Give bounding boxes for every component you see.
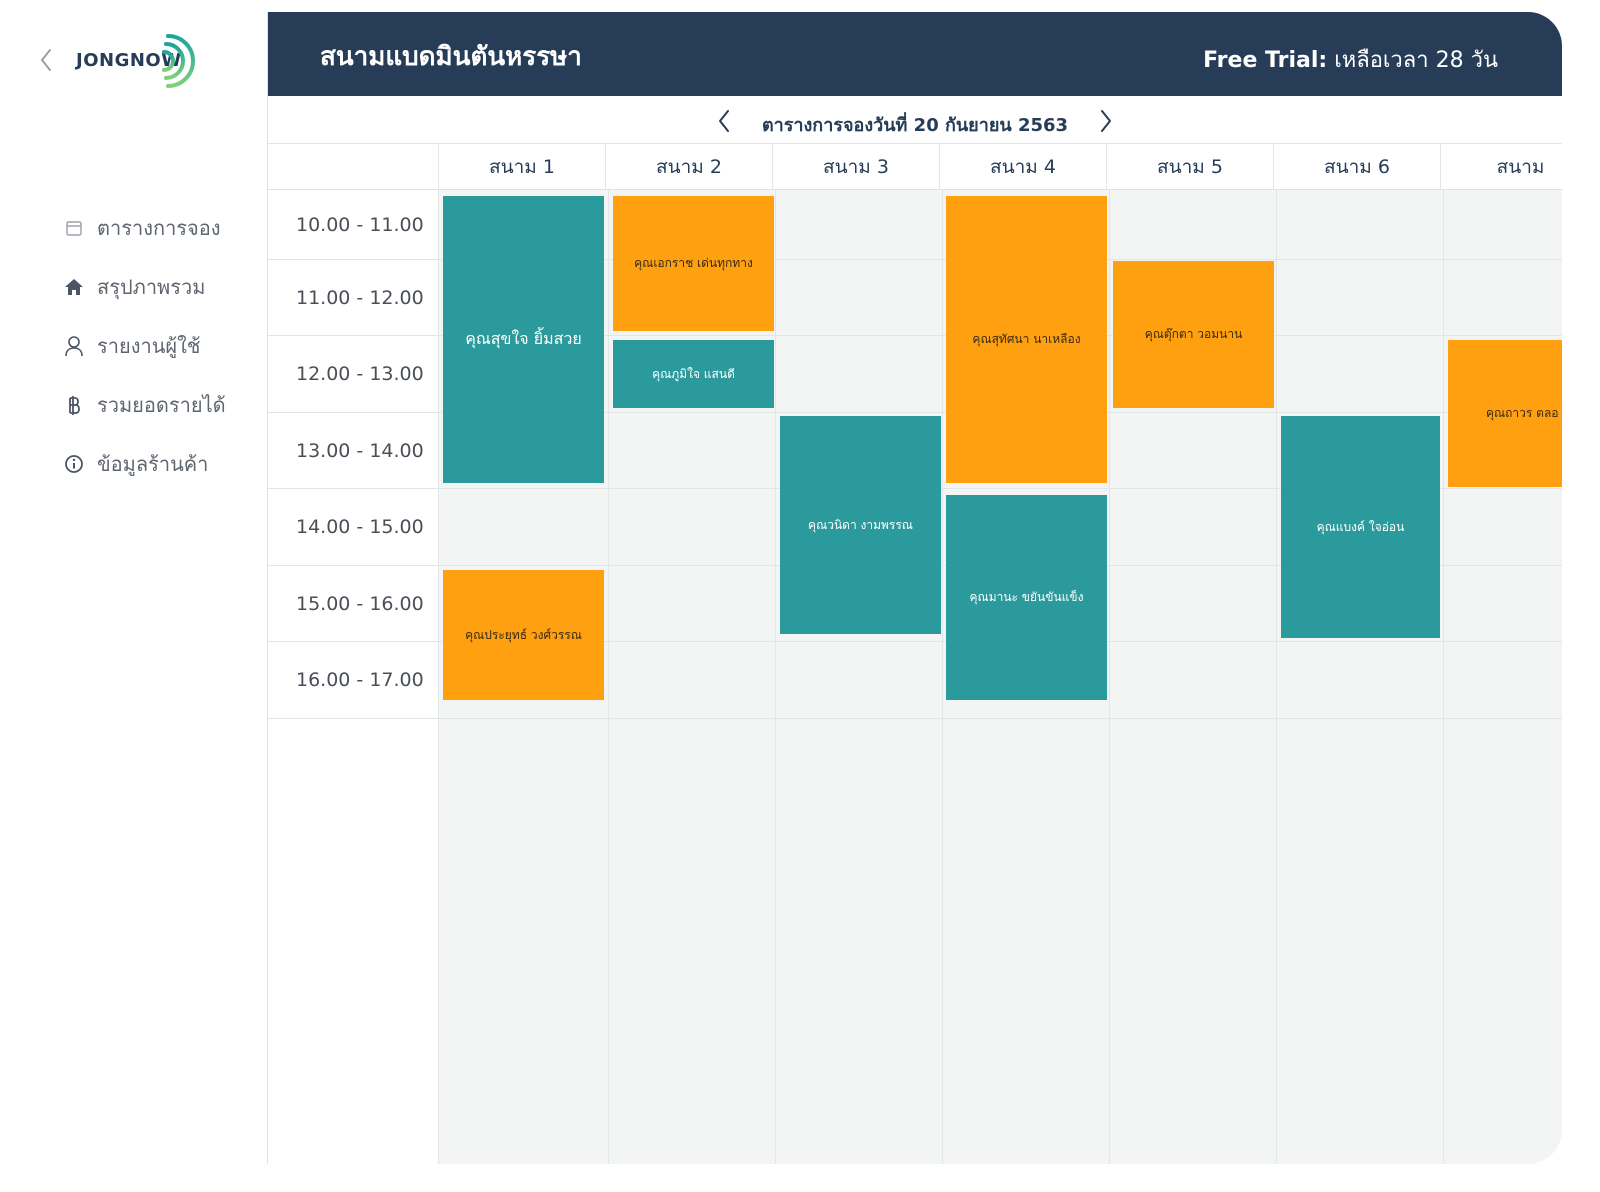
booking-block[interactable]: คุณวนิดา งามพรรณ [780, 416, 941, 634]
sidebar-item-shop-info[interactable]: ข้อมูลร้านค้า [62, 444, 262, 484]
time-slot-label: 12.00 - 13.00 [268, 336, 438, 413]
sidebar-item-label: สรุปภาพรวม [97, 275, 206, 299]
booking-block[interactable]: คุณสุทัศนา นาเหลือง [946, 196, 1107, 483]
row-divider [438, 718, 1562, 719]
column-divider [438, 190, 439, 1164]
sidebar-item-revenue[interactable]: รวมยอดรายได้ [62, 385, 262, 425]
date-navigator: ตารางการจองวันที่ 20 กันยายน 2563 [268, 96, 1562, 144]
court-header: สนาม 5 [1106, 144, 1273, 190]
sidebar-item-label: รายงานผู้ใช้ [97, 334, 201, 358]
court-header: สนาม 4 [939, 144, 1106, 190]
calendar-icon [62, 216, 86, 240]
sidebar-item-label: ข้อมูลร้านค้า [97, 452, 209, 476]
booking-block[interactable]: คุณภูมิใจ แสนดี [613, 340, 774, 408]
booking-grid: 10.00 - 11.00 11.00 - 12.00 12.00 - 13.0… [268, 190, 1562, 1164]
main-panel: สนามแบดมินตันหรรษา Free Trial: เหลือเวลา… [268, 12, 1562, 1164]
collapse-sidebar-chevron-left-icon[interactable] [36, 46, 58, 74]
sidebar-item-booking-schedule[interactable]: ตารางการจอง [62, 208, 262, 248]
previous-day-chevron-left-icon[interactable] [714, 108, 736, 134]
time-slot-label: 10.00 - 11.00 [268, 190, 438, 260]
court-header: สนาม 1 [438, 144, 605, 190]
column-divider [775, 190, 776, 1164]
column-divider [608, 190, 609, 1164]
schedule-date-title: ตารางการจองวันที่ 20 กันยายน 2563 [761, 115, 1069, 136]
sidebar: JONGNOW ตารางการจอง สรุปภาพรวม [0, 0, 268, 1192]
free-trial-remaining: เหลือเวลา 28 วัน [1327, 48, 1498, 73]
time-slot-label: 13.00 - 14.00 [268, 413, 438, 489]
logo-text: JONGNOW [76, 50, 182, 71]
time-column: 10.00 - 11.00 11.00 - 12.00 12.00 - 13.0… [268, 190, 438, 1164]
jongnow-logo[interactable]: JONGNOW [76, 30, 216, 92]
time-slot-label: 16.00 - 17.00 [268, 642, 438, 719]
court-header: สนาม 2 [605, 144, 772, 190]
time-slot-label: 11.00 - 12.00 [268, 260, 438, 336]
sidebar-item-overview[interactable]: สรุปภาพรวม [62, 267, 262, 307]
column-divider [942, 190, 943, 1164]
home-icon [62, 275, 86, 299]
court-header-row: สนาม 1 สนาม 2 สนาม 3 สนาม 4 สนาม 5 สนาม … [268, 144, 1562, 190]
booking-block[interactable]: คุณมานะ ขยันขันแข็ง [946, 495, 1107, 700]
court-header: สนาม [1440, 144, 1562, 190]
next-day-chevron-right-icon[interactable] [1094, 108, 1116, 134]
time-slot-label: 14.00 - 15.00 [268, 489, 438, 566]
column-divider [1109, 190, 1110, 1164]
sidebar-item-user-report[interactable]: รายงานผู้ใช้ [62, 326, 262, 366]
booking-block[interactable]: คุณประยุทธ์ วงศ์วรรณ [443, 570, 604, 700]
logo-arcs-icon [162, 34, 195, 88]
sidebar-nav: ตารางการจอง สรุปภาพรวม รายงานผู้ใช้ รวมย… [62, 208, 262, 503]
booking-block[interactable]: คุณแบงค์ ใจอ่อน [1281, 416, 1440, 638]
column-divider [1443, 190, 1444, 1164]
court-header: สนาม 6 [1273, 144, 1440, 190]
booking-block[interactable]: คุณถาวร ตลอ [1448, 340, 1562, 487]
sidebar-item-label: ตารางการจอง [97, 216, 221, 240]
booking-block[interactable]: คุณสุขใจ ยิ้มสวย [443, 196, 604, 483]
court-header: สนาม 3 [772, 144, 939, 190]
header: สนามแบดมินตันหรรษา Free Trial: เหลือเวลา… [268, 12, 1562, 96]
info-icon [62, 452, 86, 476]
booking-block[interactable]: คุณเอกราช เด่นทุกทาง [613, 196, 774, 331]
column-divider [1276, 190, 1277, 1164]
user-icon [62, 334, 86, 358]
page-title: สนามแบดมินตันหรรษา [320, 42, 582, 72]
booking-block[interactable]: คุณตุ๊กตา วอมนาน [1113, 261, 1274, 408]
sidebar-item-label: รวมยอดรายได้ [97, 393, 226, 417]
free-trial-label: Free Trial: [1203, 48, 1328, 73]
row-divider [438, 488, 1562, 489]
free-trial-status: Free Trial: เหลือเวลา 28 วัน [1203, 42, 1498, 77]
baht-icon [62, 393, 86, 417]
time-slot-label: 15.00 - 16.00 [268, 566, 438, 642]
